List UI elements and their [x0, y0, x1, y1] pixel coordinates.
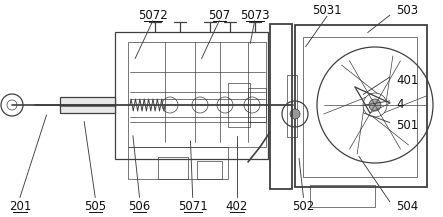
Text: 503: 503 — [396, 4, 419, 17]
Bar — [158, 157, 188, 179]
Circle shape — [290, 109, 300, 119]
Bar — [228, 83, 250, 127]
Bar — [295, 25, 427, 187]
Bar — [303, 37, 417, 177]
Text: 506: 506 — [128, 200, 151, 213]
Bar — [270, 24, 292, 189]
Text: 505: 505 — [84, 200, 106, 213]
Text: 504: 504 — [396, 200, 419, 213]
Text: 5073: 5073 — [240, 9, 269, 22]
Text: 4: 4 — [396, 98, 404, 111]
Bar — [115, 32, 268, 159]
Text: 402: 402 — [226, 200, 248, 213]
Text: 501: 501 — [396, 119, 419, 132]
Text: 201: 201 — [9, 200, 31, 213]
Text: 401: 401 — [396, 74, 419, 87]
Bar — [248, 88, 266, 122]
Text: 507: 507 — [208, 9, 230, 22]
Circle shape — [369, 99, 381, 111]
Bar — [287, 75, 297, 137]
Bar — [128, 147, 228, 179]
Text: 5031: 5031 — [312, 4, 342, 17]
Bar — [60, 97, 115, 113]
Bar — [60, 97, 115, 113]
Text: 5072: 5072 — [138, 9, 168, 22]
Text: 5071: 5071 — [178, 200, 208, 213]
Bar — [197, 161, 222, 179]
Bar — [310, 185, 375, 207]
Bar — [128, 42, 266, 147]
Text: 502: 502 — [292, 200, 315, 213]
